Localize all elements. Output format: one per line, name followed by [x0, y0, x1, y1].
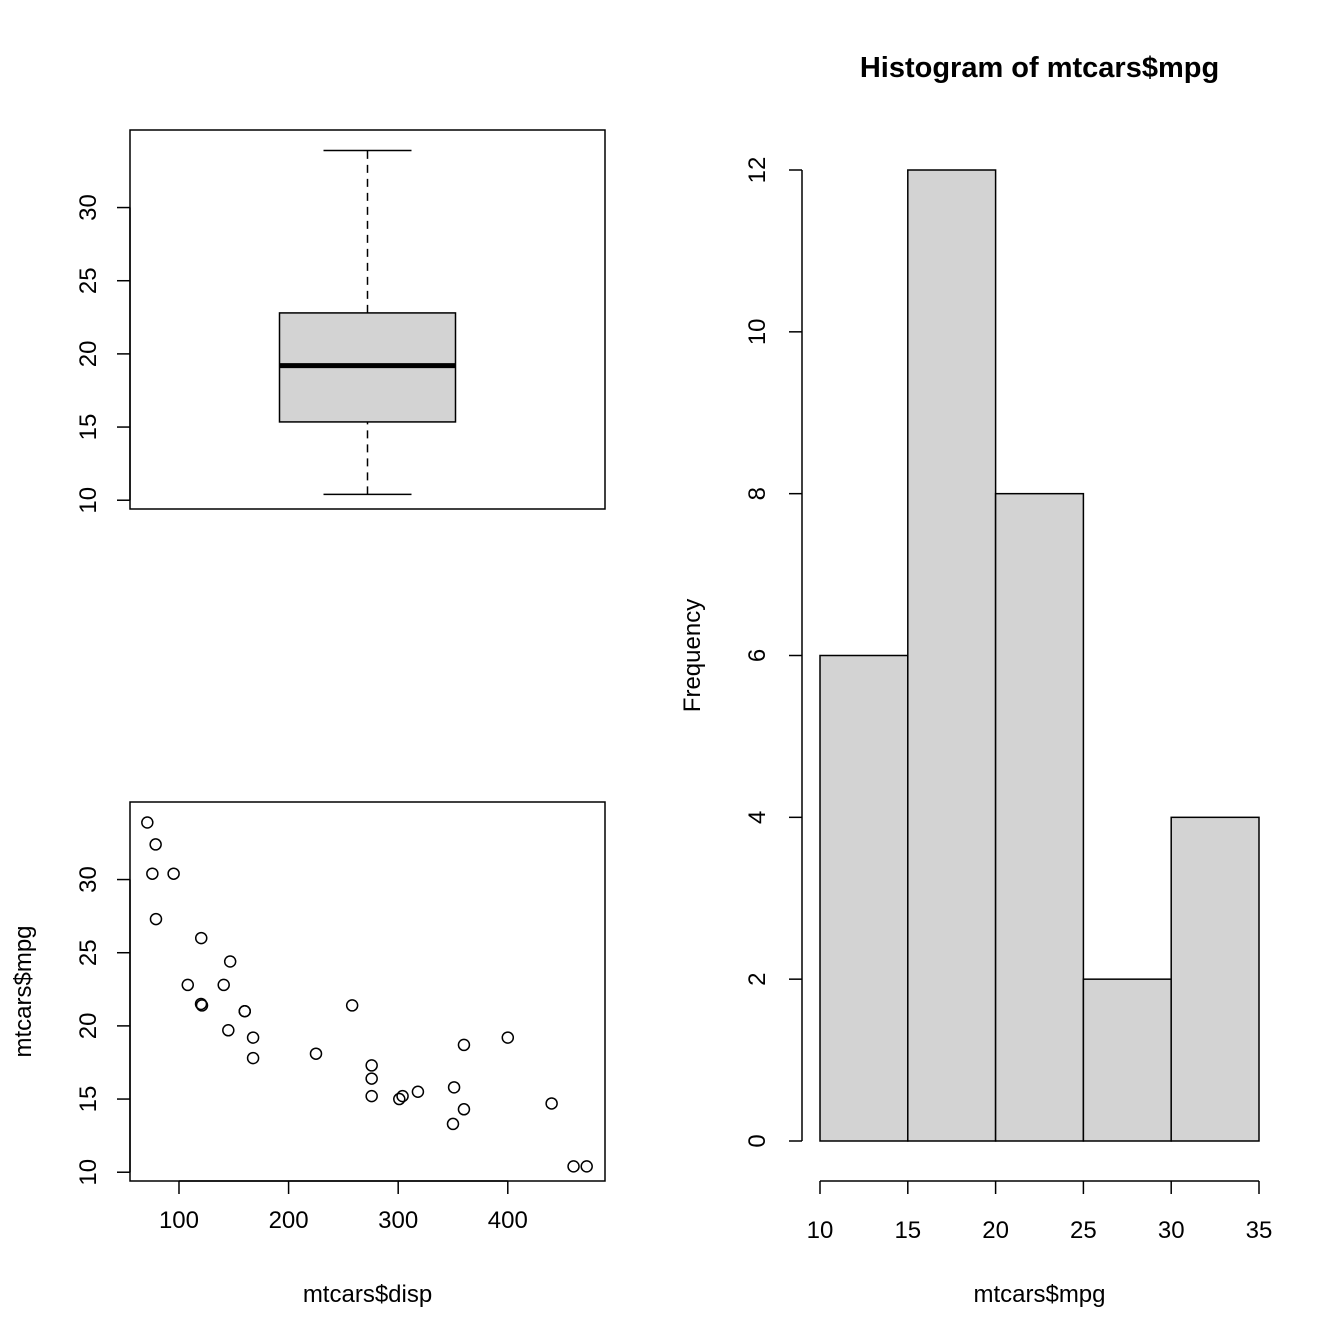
histogram-bar [994, 492, 1085, 1142]
data-point [396, 1089, 409, 1103]
y-tick-label: 4 [744, 811, 771, 824]
x-tick-label: 10 [807, 1217, 834, 1244]
y-tick-label: 25 [75, 267, 102, 294]
y-tick-label: 30 [75, 866, 102, 893]
y-tick-label: 15 [75, 1086, 102, 1113]
y-tick-label: 15 [75, 414, 102, 441]
scatter-panel: 100 200 300 400 10 15 20 25 30 mtcars$disp mtcars$… [10, 801, 606, 1308]
data-point [246, 1031, 260, 1044]
x-axis-label: mtcars$disp [303, 1281, 432, 1308]
data-point [365, 1072, 378, 1085]
data-point [309, 1047, 323, 1060]
histogram-bar [907, 169, 997, 1142]
data-point [217, 978, 230, 992]
y-axis-label: mtcars$mpg [10, 925, 37, 1057]
histogram-bar [819, 654, 909, 1142]
data-point [141, 816, 154, 829]
data-point [545, 1097, 558, 1110]
data-point [393, 1092, 406, 1106]
y-tick-label: 10 [75, 1159, 102, 1186]
data-point [195, 999, 209, 1012]
data-point [457, 1038, 471, 1052]
histogram-bar [1082, 978, 1172, 1142]
y-tick-label: 25 [75, 939, 102, 966]
histogram-panel: Histogram of mtcars$mpg 10 15 20 25 30 35 0 2 4 6 8… [679, 52, 1272, 1308]
data-point [447, 1081, 461, 1094]
data-point [149, 838, 162, 851]
x-tick-label: 200 [269, 1207, 309, 1234]
x-axis-label: mtcars$mpg [973, 1281, 1105, 1308]
plot-frame [129, 801, 606, 1182]
data-point [580, 1160, 593, 1173]
x-tick-label: 300 [378, 1207, 418, 1234]
y-tick-label: 12 [744, 157, 771, 184]
x-tick-label: 25 [1070, 1217, 1097, 1244]
data-point [222, 1024, 235, 1037]
data-point [146, 867, 159, 880]
histogram-bar [1170, 816, 1260, 1142]
y-tick-label: 20 [75, 341, 102, 368]
data-point [345, 999, 359, 1012]
y-axis-label: Frequency [679, 599, 706, 712]
x-tick-label: 35 [1246, 1217, 1273, 1244]
data-point [365, 1089, 378, 1103]
x-tick-label: 400 [488, 1207, 528, 1234]
boxplot-panel: 10 15 20 25 30 [75, 129, 606, 514]
data-point [167, 867, 180, 880]
y-tick-label: 2 [744, 972, 771, 985]
x-tick-label: 100 [159, 1207, 199, 1234]
data-point [411, 1085, 425, 1098]
data-point [501, 1031, 515, 1044]
y-tick-label: 6 [744, 649, 771, 662]
y-tick-label: 8 [744, 487, 771, 500]
data-point [365, 1059, 378, 1072]
data-point [457, 1103, 471, 1116]
y-tick-label: 10 [75, 487, 102, 514]
y-tick-label: 10 [744, 318, 771, 345]
chart-title: Histogram of mtcars$mpg [860, 52, 1219, 84]
data-point [194, 931, 208, 945]
data-point [567, 1160, 580, 1173]
data-point [149, 912, 163, 926]
x-tick-label: 15 [894, 1217, 921, 1244]
data-point [246, 1051, 260, 1065]
x-tick-label: 30 [1158, 1217, 1185, 1244]
data-point [238, 1005, 251, 1018]
y-tick-label: 30 [75, 194, 102, 221]
data-point [446, 1117, 460, 1131]
data-point [194, 997, 208, 1011]
y-tick-label: 0 [744, 1134, 771, 1147]
data-point [181, 978, 195, 992]
data-point [223, 955, 237, 968]
y-tick-label: 20 [75, 1013, 102, 1040]
x-tick-label: 20 [982, 1217, 1009, 1244]
